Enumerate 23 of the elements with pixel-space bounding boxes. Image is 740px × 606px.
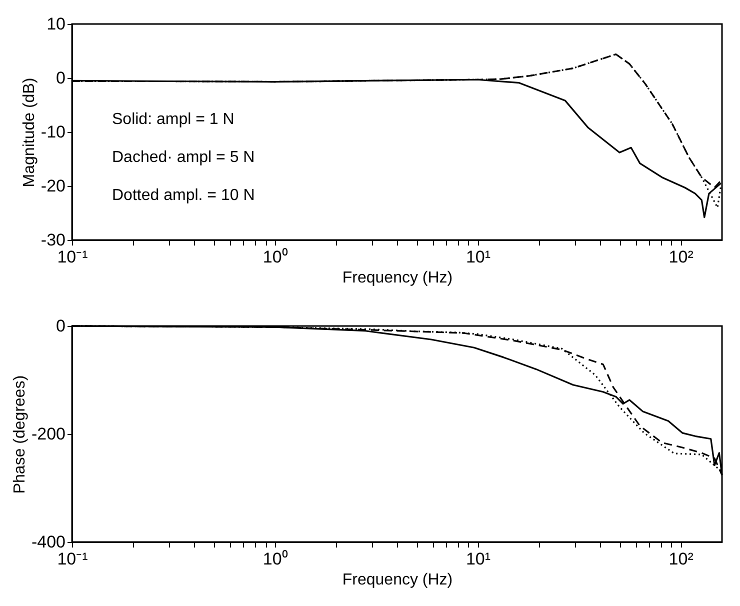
- x-tick-label: 10²: [668, 248, 694, 266]
- y-tick-label: 10: [46, 14, 66, 34]
- annotation: Solid: ampl = 1 N: [112, 111, 234, 128]
- y-axis-title: Magnitude (dB): [20, 78, 38, 188]
- annotation: Dotted ampl. = 10 N: [112, 187, 255, 204]
- y-tick-label: 0: [56, 316, 66, 336]
- x-tick-label: 10⁰: [262, 248, 288, 266]
- x-tick-label: 10⁰: [262, 550, 288, 568]
- x-axis-title: Frequency (Hz): [342, 270, 453, 286]
- y-tick-label: -400: [31, 532, 66, 552]
- y-tick-label: -10: [40, 122, 66, 142]
- y-tick-label: -20: [40, 176, 66, 196]
- x-tick-label: 10¹: [466, 248, 491, 266]
- y-tick-label: -30: [40, 230, 66, 250]
- y-tick-label: 0: [56, 68, 66, 88]
- x-tick-label: 10⁻¹: [57, 550, 88, 568]
- annotation: Dached· ampl = 5 N: [112, 149, 255, 166]
- x-tick-label: 10⁻¹: [57, 248, 88, 266]
- x-axis-title: Frequency (Hz): [342, 572, 453, 588]
- x-tick-label: 10²: [668, 550, 694, 568]
- y-tick-label: -200: [31, 424, 66, 444]
- y-axis-title: Phase (degrees): [11, 375, 28, 494]
- x-tick-label: 10¹: [466, 550, 491, 568]
